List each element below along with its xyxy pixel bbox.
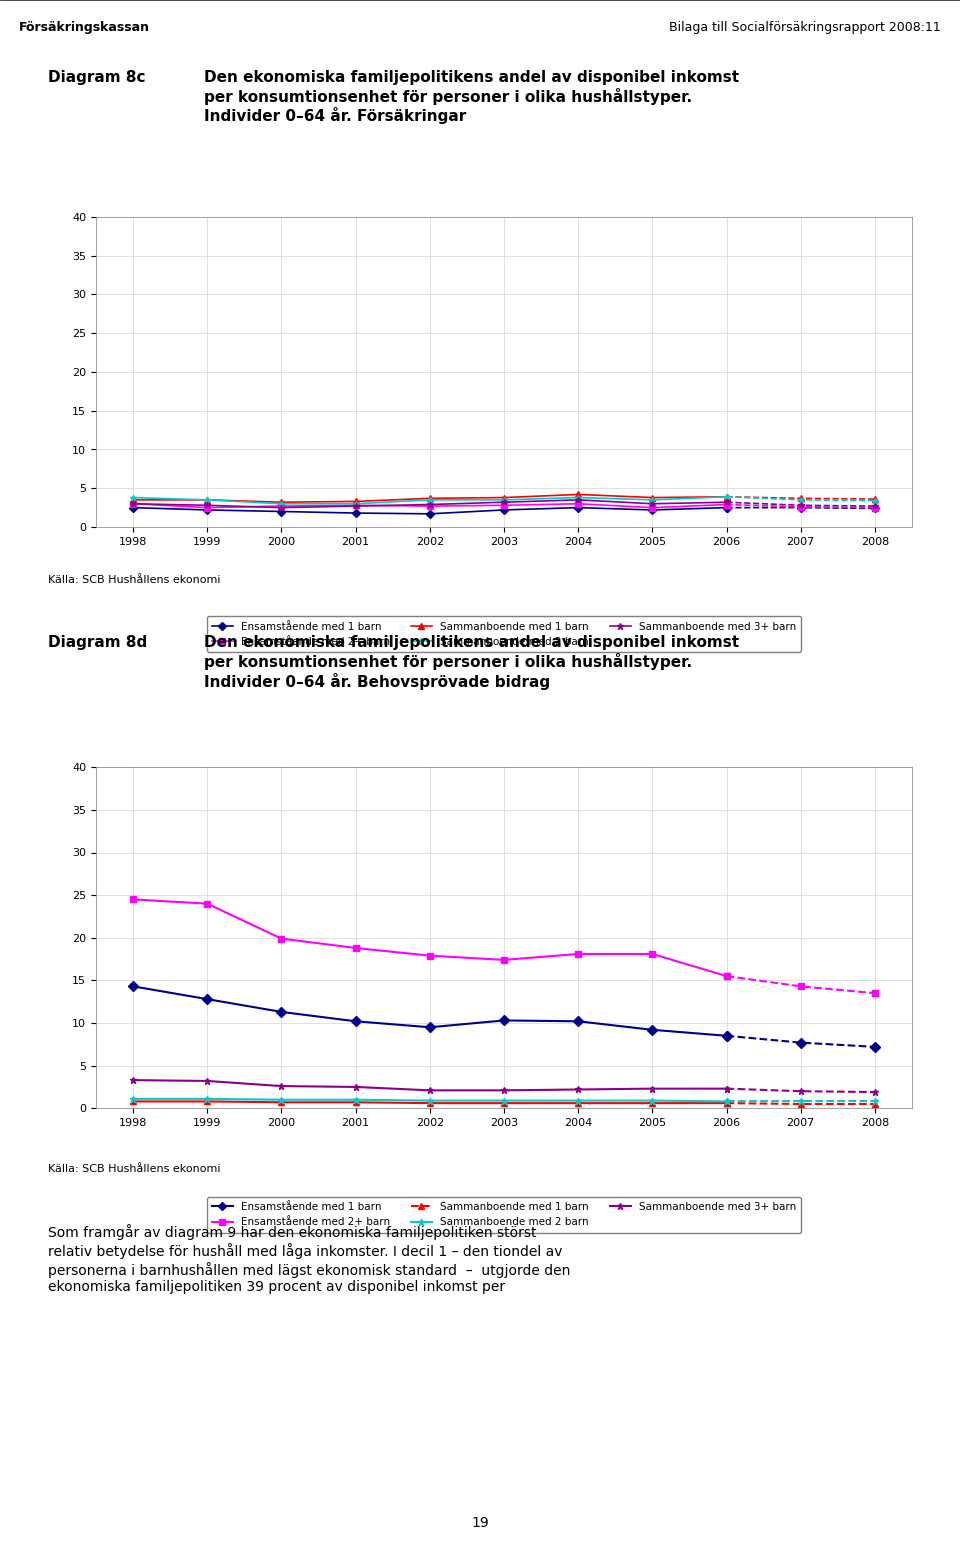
Text: ✓: ✓ <box>17 26 26 36</box>
Text: Källa: SCB Hushållens ekonomi: Källa: SCB Hushållens ekonomi <box>48 1164 221 1173</box>
Text: Diagram 8c: Diagram 8c <box>48 70 146 85</box>
Legend: Ensamstående med 1 barn, Ensamstående med 2+ barn, Sammanboende med 1 barn, Samm: Ensamstående med 1 barn, Ensamstående me… <box>206 617 802 653</box>
Legend: Ensamstående med 1 barn, Ensamstående med 2+ barn, Sammanboende med 1 barn, Samm: Ensamstående med 1 barn, Ensamstående me… <box>206 1197 802 1232</box>
Text: Källa: SCB Hushållens ekonomi: Källa: SCB Hushållens ekonomi <box>48 575 221 584</box>
Text: Försäkringskassan: Försäkringskassan <box>19 22 150 34</box>
Text: Bilaga till Socialförsäkringsrapport 2008:11: Bilaga till Socialförsäkringsrapport 200… <box>669 22 941 34</box>
Text: Den ekonomiska familjepolitikens andel av disponibel inkomst
per konsumtionsenhe: Den ekonomiska familjepolitikens andel a… <box>204 70 738 124</box>
Text: Diagram 8d: Diagram 8d <box>48 636 147 651</box>
Text: Den ekonomiska familjepolitikens andel av disponibel inkomst
per konsumtionsenhe: Den ekonomiska familjepolitikens andel a… <box>204 636 738 690</box>
Text: 19: 19 <box>471 1516 489 1530</box>
Text: Som framgår av diagram 9 har den ekonomiska familjepolitiken störst
relativ bety: Som framgår av diagram 9 har den ekonomi… <box>48 1224 570 1294</box>
